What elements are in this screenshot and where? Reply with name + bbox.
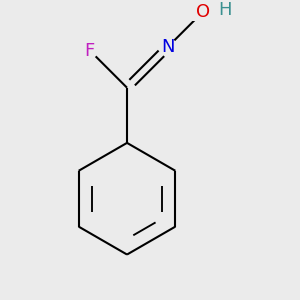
Text: O: O xyxy=(196,3,210,21)
Text: N: N xyxy=(161,38,175,56)
Text: H: H xyxy=(218,1,231,19)
Text: F: F xyxy=(85,42,95,60)
